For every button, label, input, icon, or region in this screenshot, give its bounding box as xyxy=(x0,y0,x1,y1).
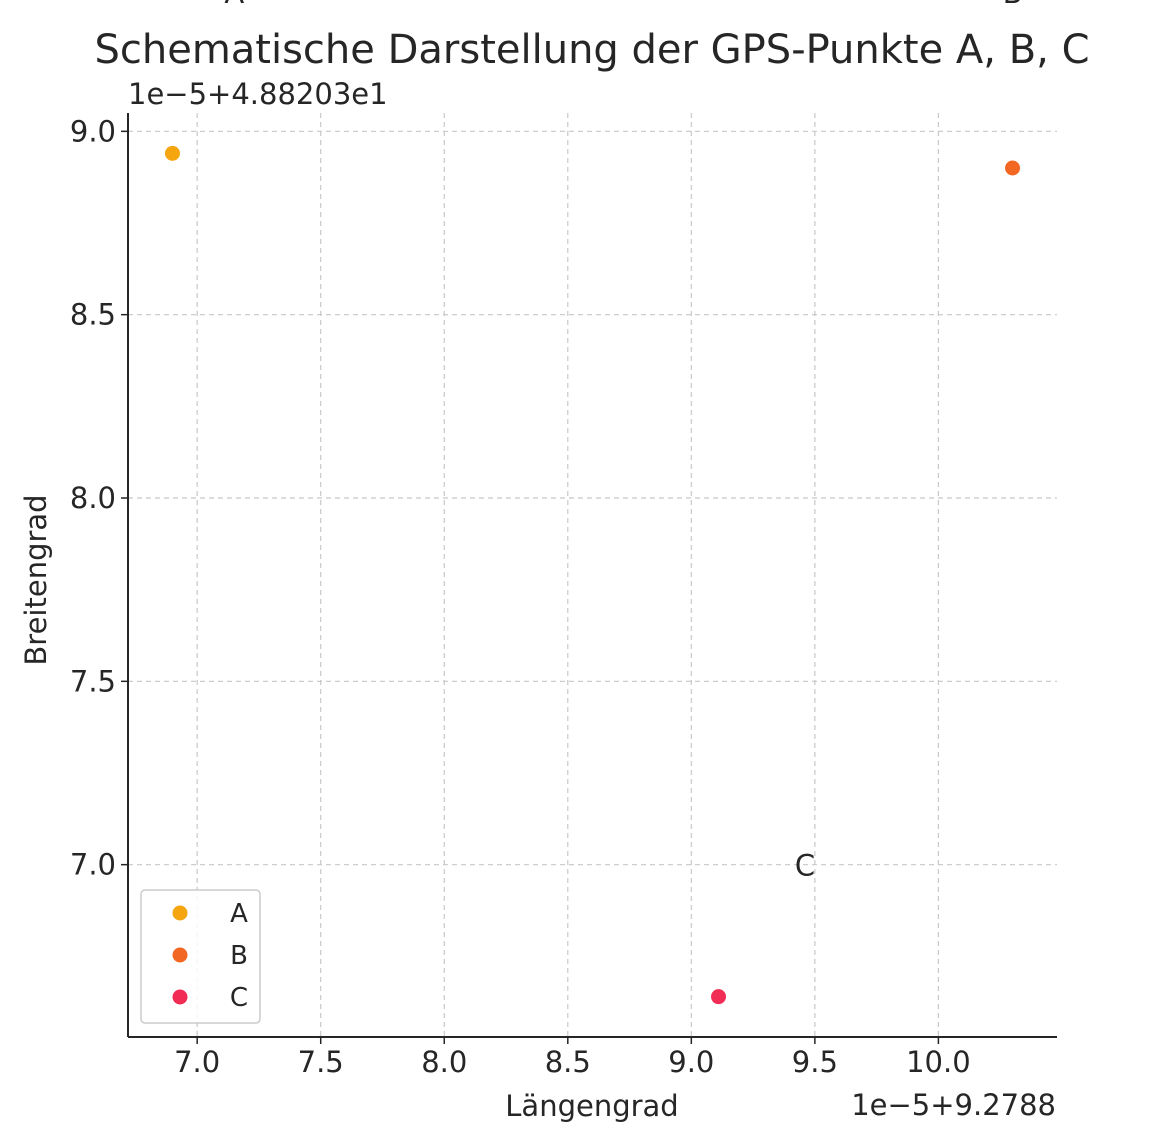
axes xyxy=(127,113,1057,1038)
legend-label-b: B xyxy=(230,941,248,971)
x-axis-label: Längengrad xyxy=(505,1089,678,1123)
y-axis-offset-label: 1e−5+4.88203e1 xyxy=(128,77,388,111)
legend-marker-b xyxy=(172,947,188,963)
y-tick-label: 7.5 xyxy=(70,664,116,698)
x-axis-offset-label: 1e−5+9.2788 xyxy=(851,1088,1056,1122)
y-tick-label: 8.0 xyxy=(70,481,116,515)
data-point-b xyxy=(1005,160,1021,176)
y-tick-label: 8.5 xyxy=(70,298,116,332)
legend-marker-a xyxy=(172,905,188,921)
y-axis-label: Breitengrad xyxy=(19,494,53,665)
data-point-c xyxy=(711,989,727,1005)
legend: ABC xyxy=(140,889,261,1024)
annotation-a: A xyxy=(224,0,244,10)
x-tick-label: 7.5 xyxy=(298,1045,344,1079)
x-tick-label: 8.5 xyxy=(545,1045,591,1079)
x-tick-label: 9.0 xyxy=(668,1045,714,1079)
annotation-b: B xyxy=(1003,0,1023,10)
legend-label-a: A xyxy=(230,899,248,929)
chart-title: Schematische Darstellung der GPS-Punkte … xyxy=(94,27,1089,73)
legend-frame xyxy=(140,889,261,1024)
x-tick-label: 9.5 xyxy=(792,1045,838,1079)
grid-lines xyxy=(128,113,1057,1037)
legend-label-c: C xyxy=(230,983,248,1013)
data-point-a xyxy=(164,145,180,161)
point-annotations: A B C xyxy=(224,0,1022,883)
legend-marker-c xyxy=(172,989,188,1005)
x-axis-ticks: 7.0 7.5 8.0 8.5 9.0 9.5 10.0 xyxy=(174,1037,971,1079)
y-tick-label: 7.0 xyxy=(70,848,116,882)
data-points xyxy=(164,145,1021,1005)
y-tick-label: 9.0 xyxy=(70,114,116,148)
x-tick-label: 8.0 xyxy=(421,1045,467,1079)
x-tick-label: 7.0 xyxy=(174,1045,220,1079)
annotation-c: C xyxy=(795,849,815,883)
x-tick-label: 10.0 xyxy=(906,1045,971,1079)
y-axis-ticks: 7.0 7.5 8.0 8.5 9.0 xyxy=(70,114,128,882)
